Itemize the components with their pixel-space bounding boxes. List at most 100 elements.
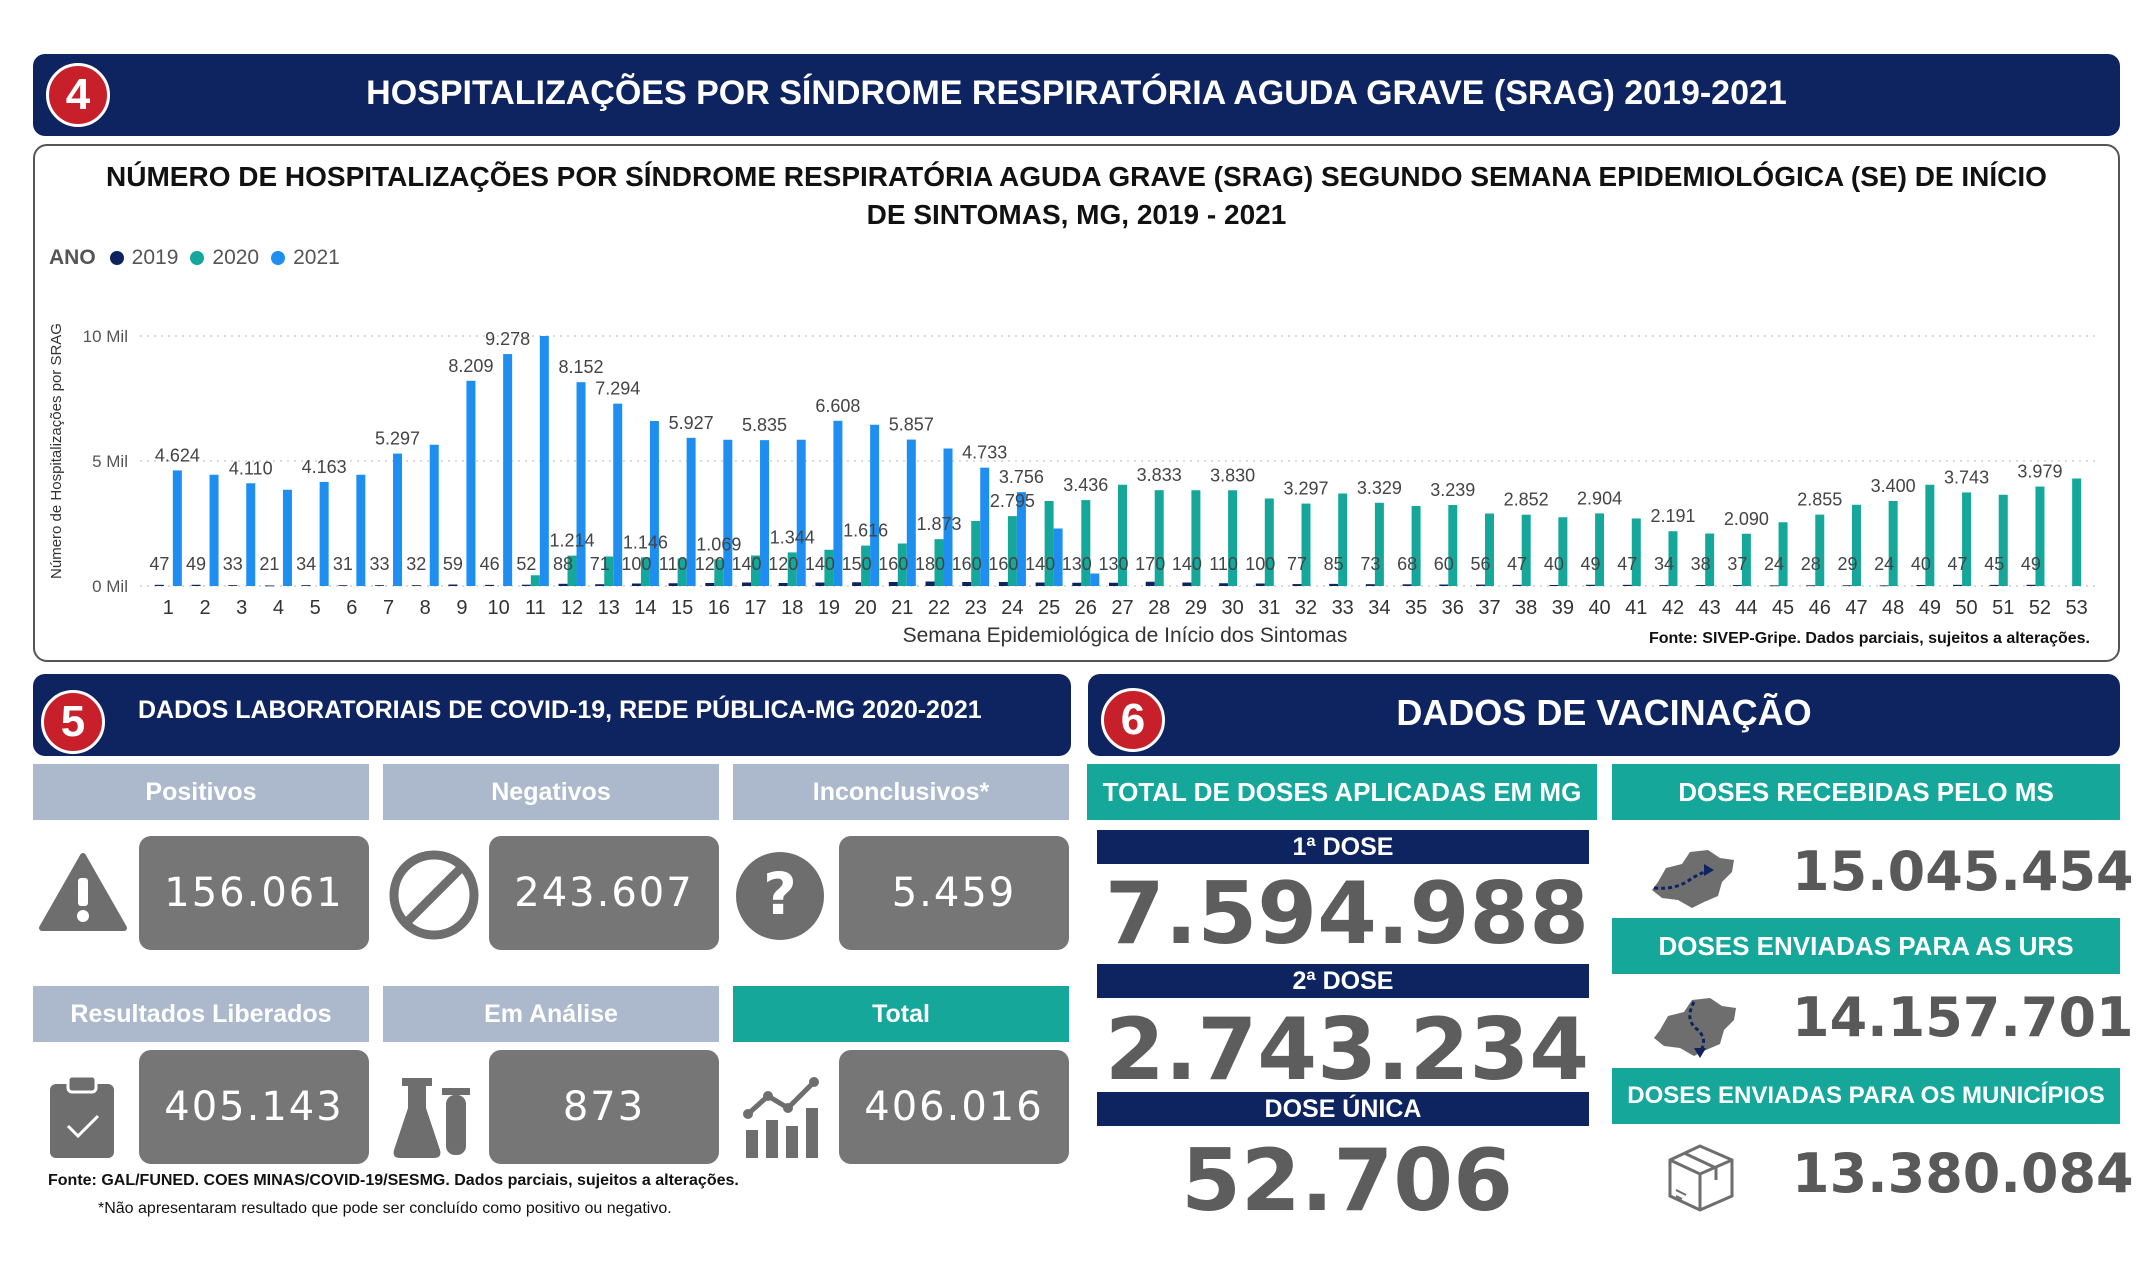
- bar-2020-se20: [861, 545, 871, 586]
- data-label-2021-se5: 4.163: [302, 457, 347, 477]
- data-label-2019-se51: 45: [1984, 554, 2004, 574]
- liberados-value: 405.143: [139, 1050, 369, 1164]
- bar-2019-se29: [1182, 582, 1192, 586]
- y-tick-label: 5 Mil: [92, 452, 128, 471]
- bar-2021-se19: [833, 420, 843, 586]
- bar-2021-se20: [870, 424, 880, 586]
- bar-2019-se33: [1329, 583, 1339, 586]
- x-tick-label: 45: [1772, 597, 1794, 619]
- bar-2019-se1: [154, 584, 164, 586]
- bar-2020-se39: [1558, 517, 1568, 586]
- bar-2021-se2: [209, 474, 219, 586]
- data-label-2019-se24: 160: [988, 554, 1018, 574]
- bar-2019-se9: [448, 584, 458, 586]
- bar-2019-se45: [1769, 585, 1779, 587]
- data-label-2019-se44: 37: [1727, 554, 1747, 574]
- bar-2019-se19: [815, 582, 825, 586]
- bar-2019-se13: [595, 584, 605, 586]
- data-label-2019-se43: 38: [1691, 554, 1711, 574]
- data-label-2021-se15: 5.927: [669, 413, 714, 433]
- bar-2020-se23: [971, 521, 981, 586]
- x-tick-label: 20: [854, 597, 876, 619]
- data-label-2020-se42: 2.191: [1650, 506, 1695, 526]
- bar-2020-se52: [2035, 486, 2045, 586]
- x-tick-label: 38: [1515, 597, 1537, 619]
- data-label-2019-se40: 49: [1581, 554, 1601, 574]
- data-label-2020-se52: 3.979: [2017, 462, 2062, 482]
- bar-2019-se4: [264, 585, 274, 587]
- data-label-2019-se31: 100: [1245, 554, 1275, 574]
- bar-2021-se25: [1053, 528, 1063, 586]
- prohibited-icon: [389, 850, 479, 940]
- section4-badge: 4: [46, 63, 110, 127]
- y-tick-label: 10 Mil: [83, 327, 128, 346]
- mg-map-route-icon: [1654, 998, 1736, 1058]
- data-label-2019-se16: 120: [695, 554, 725, 574]
- bar-2020-se43: [1705, 533, 1715, 586]
- data-label-2019-se48: 24: [1874, 554, 1894, 574]
- bar-2019-se47: [1842, 585, 1852, 587]
- bar-2019-se30: [1219, 583, 1229, 586]
- bar-2020-se38: [1521, 514, 1531, 586]
- y-tick-label: 0 Mil: [92, 577, 128, 596]
- bar-2021-se8: [429, 444, 439, 586]
- x-tick-label: 6: [346, 597, 357, 619]
- total-header: Total: [733, 986, 1069, 1042]
- y-axis-label: Número de Hospitalizações por SRAG: [48, 323, 65, 579]
- data-label-2019-se17: 140: [731, 554, 761, 574]
- bar-2021-se9: [466, 380, 476, 586]
- bar-2019-se14: [631, 583, 641, 586]
- data-label-2021-se10: 9.278: [485, 329, 530, 349]
- bar-2020-se15: [677, 558, 687, 586]
- bar-2019-se6: [338, 585, 348, 587]
- data-label-2021-se17: 5.835: [742, 415, 787, 435]
- data-label-2021-se9: 8.209: [448, 356, 493, 376]
- data-label-2019-se34: 73: [1360, 554, 1380, 574]
- data-label-2019-se29: 140: [1172, 554, 1202, 574]
- bar-2021-se24: [1016, 492, 1026, 586]
- data-label-2019-se21: 160: [878, 554, 908, 574]
- data-label-2020-se12: 1.214: [550, 531, 595, 551]
- data-label-2019-se5: 34: [296, 554, 316, 574]
- data-label-2019-se7: 33: [370, 554, 390, 574]
- bar-2019-se52: [2026, 584, 2036, 586]
- x-tick-label: 15: [671, 597, 693, 619]
- data-label-2021-se7: 5.297: [375, 429, 420, 449]
- data-label-2019-se27: 130: [1098, 554, 1128, 574]
- data-label-2019-se12: 88: [553, 554, 573, 574]
- bar-2021-se22: [943, 448, 953, 586]
- dose2-value: 2.743.234: [1104, 1000, 1590, 1100]
- bar-2021-se11: [539, 336, 549, 586]
- bar-2020-se18: [787, 552, 797, 586]
- bar-2021-se3: [246, 483, 256, 586]
- x-tick-label: 34: [1368, 597, 1390, 619]
- bar-2019-se12: [558, 583, 568, 586]
- bar-2020-se17: [751, 555, 761, 586]
- x-tick-label: 22: [928, 597, 950, 619]
- srag-bar-chart: 0 Mil 5 Mil 10 Mil Número de Hospitalizaçõe…: [48, 323, 2095, 647]
- bar-2020-se45: [1778, 522, 1788, 586]
- x-tick-label: 36: [1442, 597, 1464, 619]
- bar-2019-se36: [1439, 584, 1449, 586]
- bar-2020-se35: [1411, 506, 1421, 586]
- x-tick-label: 28: [1148, 597, 1170, 619]
- bar-2021-se12: [576, 382, 586, 586]
- inconclusivos-header: Inconclusivos*: [733, 764, 1069, 820]
- package-box-icon: [1668, 1144, 1734, 1212]
- bar-2019-se50: [1953, 584, 1963, 586]
- x-tick-label: 26: [1075, 597, 1097, 619]
- data-label-2021-se23: 4.733: [962, 443, 1007, 463]
- liberados-header: Resultados Liberados: [33, 986, 369, 1042]
- total-value: 406.016: [839, 1050, 1069, 1164]
- x-tick-label: 2: [199, 597, 210, 619]
- x-tick-label: 42: [1662, 597, 1684, 619]
- data-label-2019-se41: 47: [1617, 554, 1637, 574]
- data-label-2019-se13: 71: [590, 554, 610, 574]
- analise-header: Em Análise: [383, 986, 719, 1042]
- data-label-2020-se32: 3.297: [1283, 479, 1328, 499]
- bar-2019-se51: [1989, 584, 1999, 586]
- bar-2020-se44: [1741, 533, 1751, 586]
- dose2-label: 2ª DOSE: [1097, 964, 1589, 998]
- lab-flask-icon: [393, 1078, 470, 1158]
- bar-2019-se43: [1696, 585, 1706, 586]
